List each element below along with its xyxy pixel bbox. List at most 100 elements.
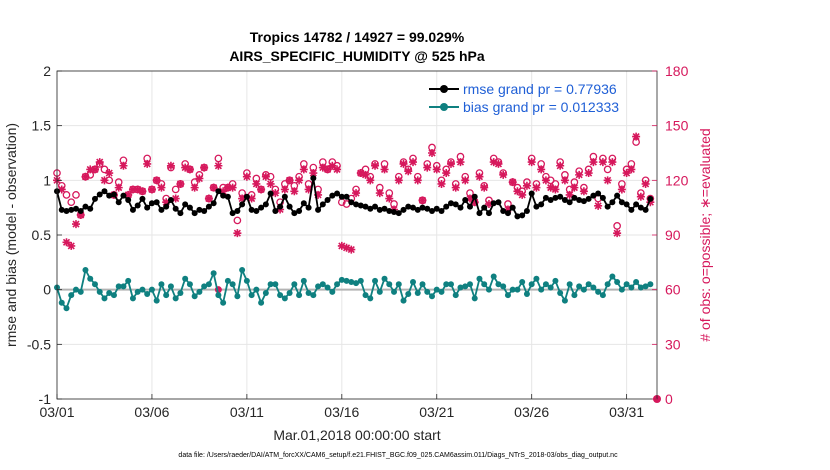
bias-point-109 (571, 292, 578, 299)
rmse-point-26 (177, 210, 184, 217)
rmse-point-77 (419, 204, 426, 211)
y-tick-label-0: -1 (39, 391, 52, 407)
bias-point-47 (277, 292, 284, 299)
obs-evaluated-point-40 (242, 172, 251, 181)
rmse-point-4 (72, 205, 79, 212)
bias-point-41 (248, 292, 255, 299)
obs-evaluated-point-94 (499, 170, 508, 179)
rmse-point-18 (139, 195, 146, 202)
rmse-point-16 (129, 206, 136, 213)
obs-evaluated-point-34 (214, 161, 223, 170)
bias-point-77 (419, 281, 426, 288)
rmse-point-67 (372, 203, 379, 210)
rmse-point-87 (466, 203, 473, 210)
rmse-series (54, 175, 654, 220)
obs-evaluated-point-49 (285, 176, 294, 185)
rmse-point-3 (68, 206, 75, 213)
obs-evaluated-point-4 (71, 220, 80, 229)
bias-point-100 (528, 281, 535, 288)
legend: rmse grand pr = 0.77936 bias grand pr = … (429, 81, 619, 115)
y-tick-label-3: 0.5 (32, 227, 52, 243)
bias-point-123 (637, 284, 644, 291)
bias-point-48 (281, 295, 288, 302)
bias-point-94 (500, 283, 507, 290)
bias-point-118 (614, 279, 621, 286)
bias-point-50 (291, 281, 298, 288)
obs-evaluated-point-64 (356, 169, 365, 178)
obs-evaluated-point-2 (62, 238, 71, 247)
bias-point-27 (182, 275, 189, 282)
rmse-point-34 (215, 188, 222, 195)
bias-point-110 (576, 283, 583, 290)
rmse-point-56 (319, 201, 326, 208)
rmse-point-63 (353, 201, 360, 208)
x-tick-label-3: 03/16 (324, 404, 359, 420)
rmse-point-61 (343, 193, 350, 200)
bias-point-31 (201, 283, 208, 290)
obs-evaluated-point-8 (90, 165, 99, 174)
obs-evaluated-point-39 (238, 194, 247, 203)
rmse-point-75 (410, 204, 417, 211)
rmse-point-38 (234, 207, 241, 214)
bias-point-33 (210, 270, 217, 277)
bias-point-65 (362, 292, 369, 299)
obs-evaluated-point-68 (375, 189, 384, 198)
rmse-point-116 (604, 203, 611, 210)
obs-evaluated-point-88 (470, 198, 479, 207)
rmse-point-78 (424, 205, 431, 212)
obs-evaluated-point-60 (337, 241, 346, 250)
obs-evaluated-point-45 (266, 179, 275, 188)
bias-point-42 (253, 286, 260, 293)
bias-point-10 (101, 295, 108, 302)
obs-evaluated-point-46 (271, 189, 280, 198)
bias-point-105 (552, 277, 559, 284)
bias-point-25 (172, 295, 179, 302)
bias-point-16 (129, 295, 136, 302)
bias-point-63 (353, 280, 360, 287)
rmse-point-108 (566, 199, 573, 206)
rmse-point-96 (509, 204, 516, 211)
obs-evaluated-point-31 (200, 163, 209, 172)
rmse-point-43 (258, 204, 265, 211)
rmse-point-111 (580, 198, 587, 205)
bias-point-9 (96, 288, 103, 295)
y-ticks: -1 -0.5 0 0.5 1 1.5 2 (27, 63, 62, 407)
rmse-point-20 (148, 200, 155, 207)
obs-evaluated-point-36 (223, 183, 232, 192)
obs-evaluated-point-105 (551, 185, 560, 194)
bias-point-122 (633, 279, 640, 286)
bias-point-29 (191, 293, 198, 300)
obs-evaluated-point-91 (484, 200, 493, 209)
rmse-point-103 (542, 194, 549, 201)
obs-evaluated-point-1 (57, 185, 66, 194)
bias-point-91 (485, 286, 492, 293)
rmse-point-101 (533, 203, 540, 210)
obs-evaluated-point-44 (261, 172, 270, 181)
bias-series (54, 266, 654, 312)
rmse-point-114 (595, 190, 602, 197)
bias-point-96 (509, 286, 516, 293)
rmse-point-81 (438, 207, 445, 214)
rmse-point-19 (144, 204, 151, 211)
bias-point-3 (68, 292, 75, 299)
rmse-point-118 (614, 192, 621, 199)
bias-point-55 (315, 283, 322, 290)
obs-evaluated-point-27 (181, 163, 190, 172)
y2-tick-label-3: 90 (665, 227, 681, 243)
obs-possible-point-10 (100, 165, 109, 174)
obs-evaluated-point-66 (366, 176, 375, 185)
obs-evaluated-point-100 (527, 158, 536, 167)
obs-evaluated-point-62 (347, 245, 356, 254)
rmse-point-106 (557, 193, 564, 200)
bias-point-22 (158, 281, 165, 288)
rmse-point-8 (91, 195, 98, 202)
x-ticks: 03/01 03/06 03/11 03/16 03/21 03/26 03/31 (39, 394, 644, 420)
obs-evaluated-point-120 (622, 169, 631, 178)
bias-point-62 (348, 279, 355, 286)
bias-point-75 (410, 279, 417, 286)
obs-evaluated-point-24 (166, 161, 175, 170)
obs-evaluated-point-15 (124, 190, 133, 199)
obs-evaluated-point-59 (333, 165, 342, 174)
obs-evaluated-point-29 (190, 183, 199, 192)
